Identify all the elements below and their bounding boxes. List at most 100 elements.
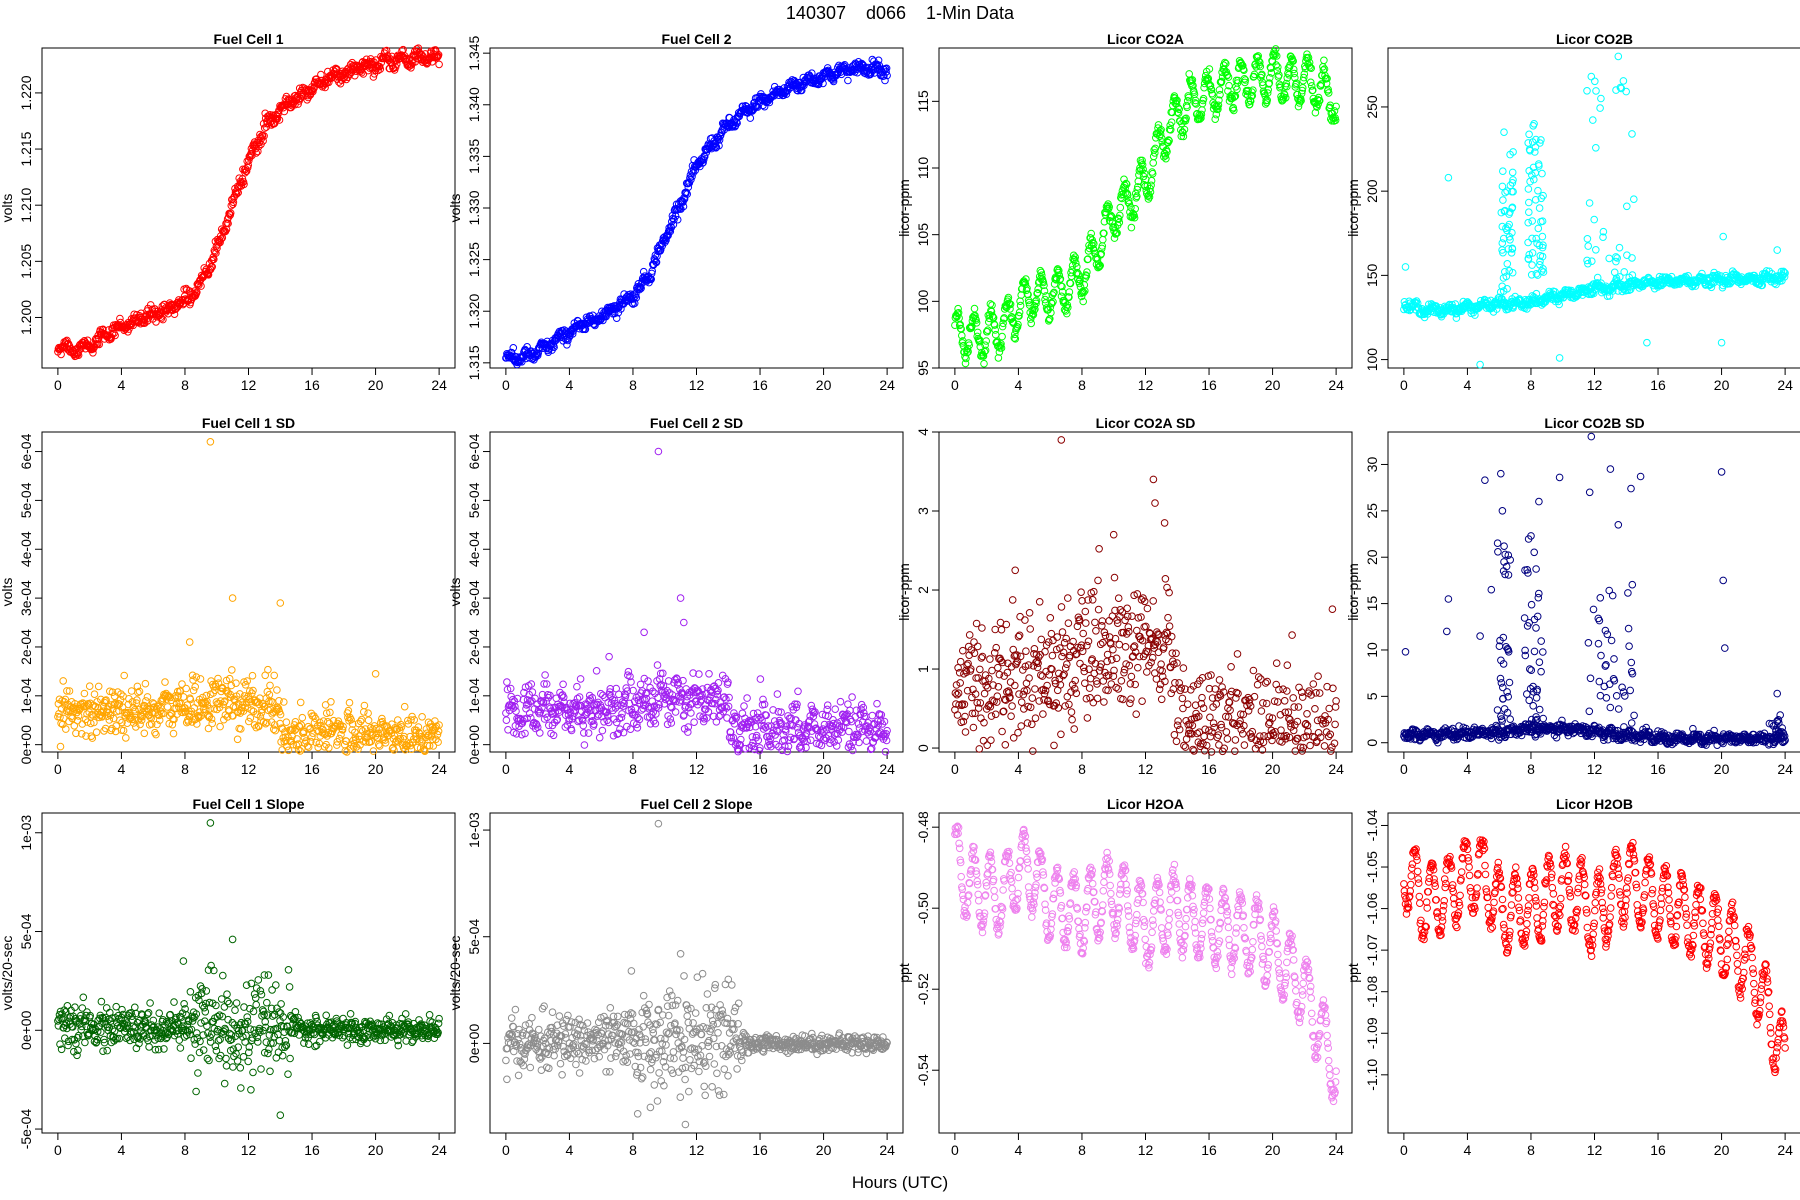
data-point (1002, 620, 1011, 629)
data-point (1065, 293, 1073, 302)
data-point (1064, 303, 1072, 312)
panel-title: Fuel Cell 2 (661, 31, 731, 47)
data-point (1041, 295, 1049, 304)
data-point (970, 638, 978, 646)
data-point (1249, 86, 1257, 94)
x-tick-label: 12 (241, 377, 257, 393)
data-point (1215, 86, 1224, 94)
data-point (997, 344, 1006, 352)
y-tick-label: 200 (1364, 179, 1380, 203)
data-point (1050, 741, 1058, 750)
data-point (973, 328, 982, 337)
data-point (1114, 685, 1122, 693)
data-point (1534, 224, 1543, 233)
data-point (1010, 334, 1019, 342)
data-point (1128, 212, 1137, 221)
data-point (1164, 138, 1172, 147)
data-point (1105, 203, 1113, 211)
data-point (1007, 712, 1015, 721)
x-tick-label: 24 (431, 761, 447, 777)
data-point (1176, 117, 1184, 125)
y-tick-label: 95 (915, 360, 931, 376)
data-point (982, 681, 991, 690)
data-point (1275, 71, 1283, 79)
data-point (224, 213, 233, 221)
x-tick-label: 12 (689, 761, 705, 777)
panel-5: Fuel Cell 1 SD0 4 8 12 16 20 240e+001e-042e-04… (0, 415, 456, 777)
data-point (1073, 263, 1081, 271)
panel-2: Fuel Cell 20 4 8 12 16 20 241.3151.3201.3251.3… (447, 31, 904, 393)
data-point (1157, 134, 1166, 142)
data-point (1008, 596, 1017, 604)
data-point (1292, 79, 1301, 87)
x-tick-label: 8 (629, 377, 637, 393)
data-point (671, 708, 680, 716)
data-point (1099, 677, 1108, 685)
data-point (1127, 695, 1135, 703)
data-point (1014, 320, 1022, 329)
data-point (85, 682, 94, 691)
data-point (1538, 169, 1546, 178)
data-point (1591, 77, 1599, 86)
data-point (407, 64, 415, 72)
data-point (1246, 97, 1255, 105)
data-point (170, 310, 179, 319)
data-point (981, 341, 989, 350)
data-point (749, 102, 757, 110)
data-point (253, 147, 262, 156)
data-point (1113, 229, 1121, 237)
data-point (350, 62, 359, 71)
data-point (559, 680, 567, 689)
data-point (193, 288, 201, 297)
x-tick-label: 20 (368, 377, 384, 393)
x-tick-label: 8 (181, 761, 189, 777)
data-points (1400, 52, 1789, 369)
data-point (1188, 76, 1197, 84)
data-point (1121, 643, 1130, 651)
data-point (1622, 87, 1630, 96)
data-point (848, 746, 857, 755)
data-point (1265, 79, 1274, 87)
data-point (1148, 169, 1157, 178)
data-point (196, 675, 205, 683)
data-point (998, 332, 1006, 341)
panel-title: Fuel Cell 1 (213, 31, 283, 47)
data-point (997, 656, 1005, 665)
data-point (1088, 238, 1097, 247)
data-point (1628, 130, 1636, 138)
x-tick-label: 12 (241, 761, 257, 777)
data-point (1006, 305, 1014, 313)
outlier-point (1444, 173, 1453, 182)
plot-frame (489, 47, 904, 369)
data-point (56, 742, 65, 751)
data-point (1085, 684, 1094, 692)
data-point (980, 359, 988, 368)
data-point (874, 56, 883, 65)
data-point (1132, 710, 1140, 719)
data-point (1524, 238, 1532, 247)
data-point (1097, 250, 1105, 258)
data-point (1047, 308, 1055, 317)
data-point (1040, 281, 1048, 290)
data-point (859, 61, 868, 70)
data-point (369, 747, 378, 755)
panel-grid: Fuel Cell 10 4 8 12 16 20 241.2001.2051.2101.2… (0, 31, 1800, 1158)
y-tick-label: 1e-04 (18, 678, 34, 714)
x-tick-label: 8 (629, 761, 637, 777)
data-point (954, 309, 963, 317)
outlier-point (1717, 338, 1726, 347)
data-point (573, 682, 581, 691)
data-point (197, 282, 205, 290)
data-point (1063, 660, 1071, 669)
outlier-point (1587, 72, 1596, 81)
data-point (1048, 651, 1057, 660)
data-point (636, 680, 645, 689)
x-tick-label: 24 (879, 761, 895, 777)
data-point (1055, 266, 1063, 275)
data-point (1248, 88, 1256, 96)
data-point (1619, 77, 1628, 85)
data-point (536, 729, 544, 737)
data-point (1584, 242, 1592, 250)
outlier-point (605, 652, 613, 661)
